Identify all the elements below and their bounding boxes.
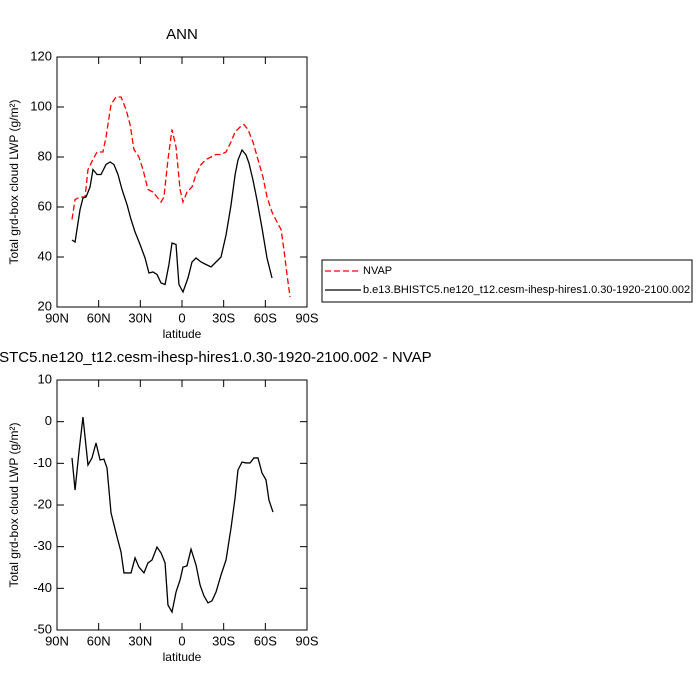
y-tick-label: 60	[38, 198, 52, 213]
x-tick-label: 90S	[295, 310, 318, 325]
x-axis-label: latitude	[163, 327, 202, 341]
y-tick-label: 40	[38, 248, 52, 263]
x-axis-label: latitude	[163, 650, 202, 664]
x-tick-label: 60S	[254, 310, 277, 325]
y-tick-label: -30	[33, 538, 52, 553]
x-tick-label: 30N	[128, 310, 152, 325]
y-tick-label: 120	[30, 48, 52, 63]
x-tick-label: 60N	[87, 633, 111, 648]
x-tick-label: 30S	[212, 633, 235, 648]
y-tick-label: -20	[33, 496, 52, 511]
y-tick-label: 10	[38, 371, 52, 386]
data-line	[71, 417, 274, 614]
legend-label: b.e13.BHISTC5.ne120_t12.cesm-ihesp-hires…	[363, 284, 690, 296]
y-tick-label: 80	[38, 148, 52, 163]
y-axis-label: Total grd-box cloud LWP (g/m²)	[7, 423, 21, 588]
y-axis-label: Total grd-box cloud LWP (g/m²)	[7, 100, 21, 265]
y-tick-label: 0	[45, 413, 52, 428]
legend-label: NVAP	[363, 265, 392, 277]
chart-title: ANN	[166, 26, 198, 43]
x-tick-label: 0	[178, 310, 185, 325]
y-tick-label: 20	[38, 298, 52, 313]
x-tick-label: 60N	[87, 310, 111, 325]
legend: NVAP b.e13.BHISTC5.ne120_t12.cesm-ihesp-h…	[321, 259, 693, 303]
chart-title: b.e13.BHISTC5.ne120_t12.cesm-ihesp-hires…	[0, 349, 432, 366]
x-tick-label: 30S	[212, 310, 235, 325]
x-tick-label: 90N	[45, 633, 69, 648]
y-tick-label: 100	[30, 98, 52, 113]
x-tick-label: 90N	[45, 310, 69, 325]
y-tick-label: -50	[33, 621, 52, 636]
legend-box	[321, 259, 693, 303]
data-line	[71, 148, 273, 294]
x-tick-label: 90S	[295, 633, 318, 648]
plot-frame	[56, 379, 308, 631]
x-tick-label: 30N	[128, 633, 152, 648]
x-tick-label: 60S	[254, 633, 277, 648]
y-tick-label: -10	[33, 455, 52, 470]
data-line	[71, 96, 291, 298]
y-tick-label: -40	[33, 580, 52, 595]
x-tick-label: 0	[178, 633, 185, 648]
